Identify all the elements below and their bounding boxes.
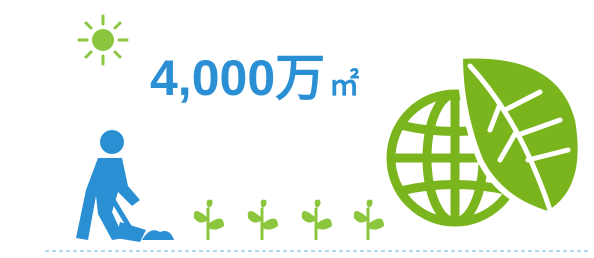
sprout-icon [248, 200, 278, 240]
globe-leaf-icon [391, 56, 581, 222]
page: 4,000万㎡ [0, 0, 594, 258]
sun-icon [79, 16, 127, 64]
worker-icon [76, 130, 174, 242]
sprout-icon [354, 200, 384, 240]
infographic: 4,000万㎡ [0, 0, 594, 258]
sprouts [194, 200, 384, 240]
sprout-icon [194, 200, 224, 240]
headline-unit: ㎡ [329, 68, 359, 102]
sprout-icon [302, 200, 332, 240]
headline-figure: 4,000万 [150, 50, 325, 106]
